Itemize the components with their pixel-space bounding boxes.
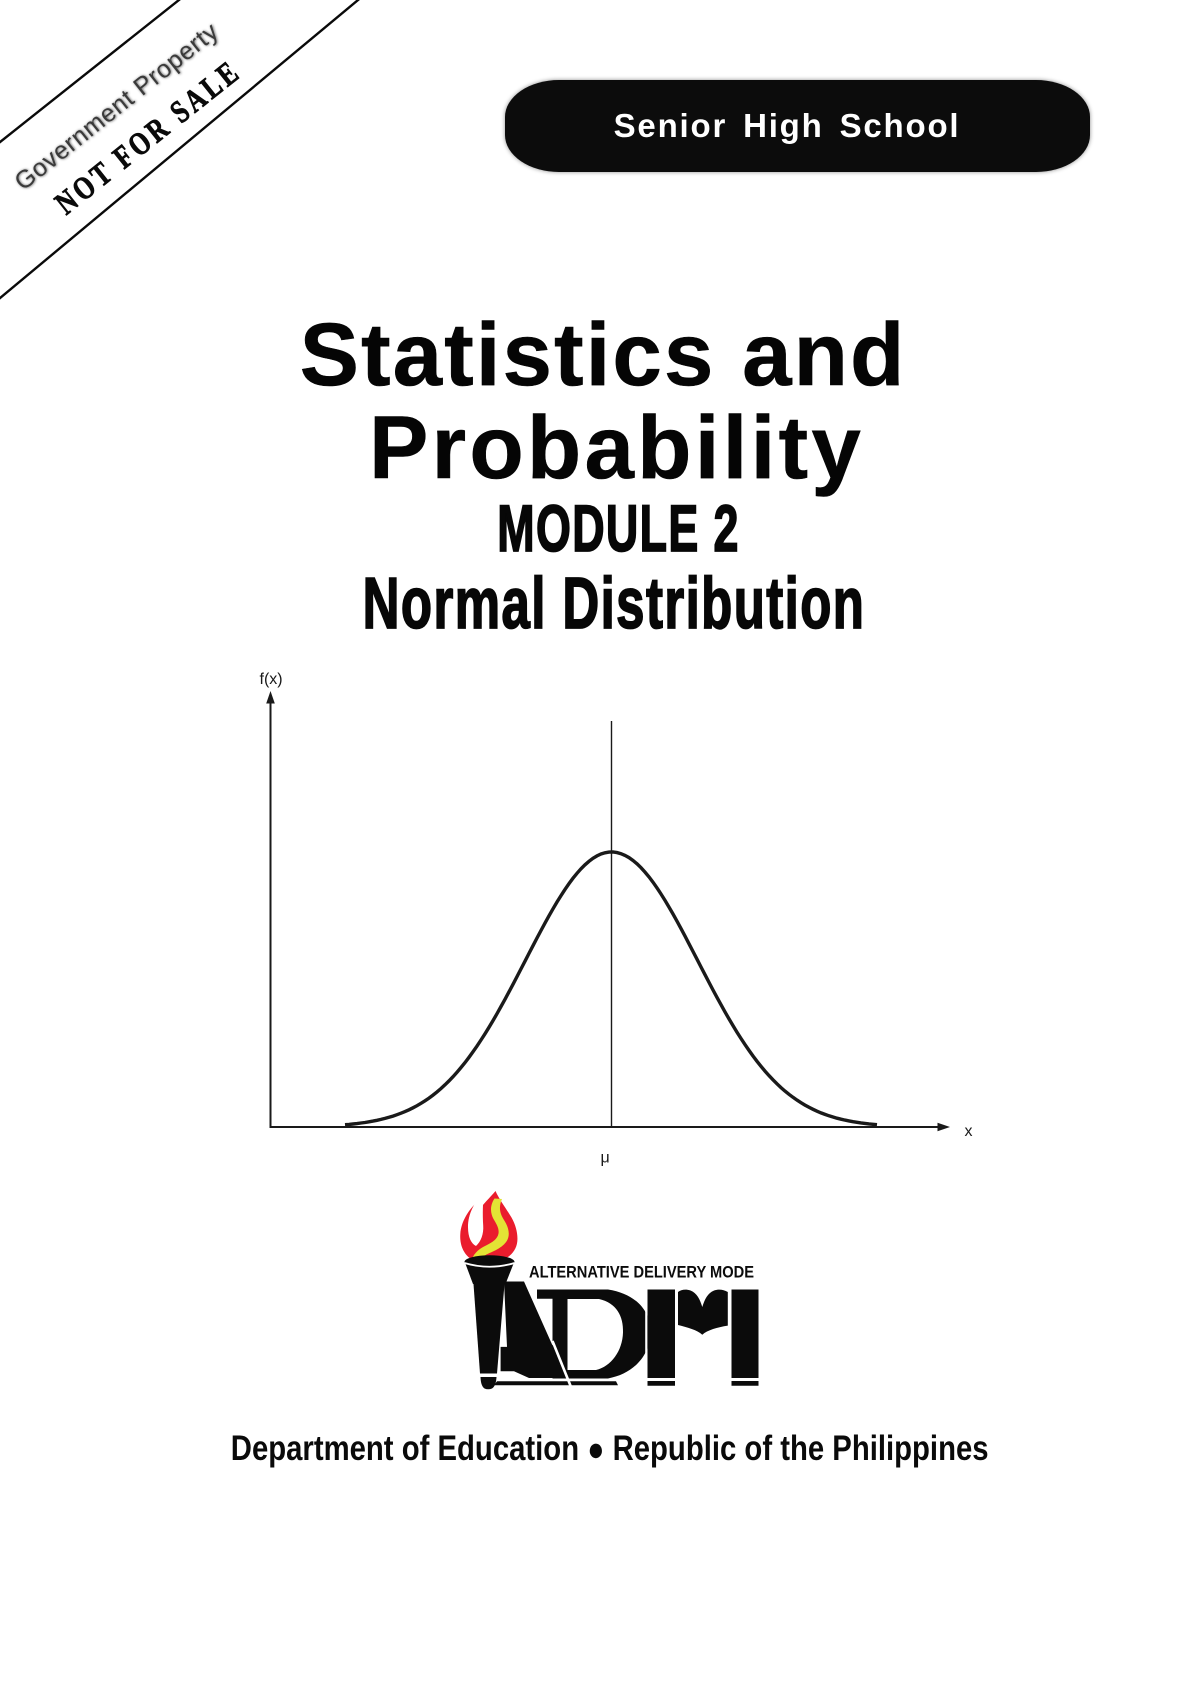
svg-text:μ: μ bbox=[601, 1150, 610, 1167]
svg-text:x: x bbox=[965, 1123, 973, 1140]
svg-text:ALTERNATIVE DELIVERY MODE: ALTERNATIVE DELIVERY MODE bbox=[529, 1264, 754, 1282]
svg-text:f(x): f(x) bbox=[260, 671, 283, 688]
